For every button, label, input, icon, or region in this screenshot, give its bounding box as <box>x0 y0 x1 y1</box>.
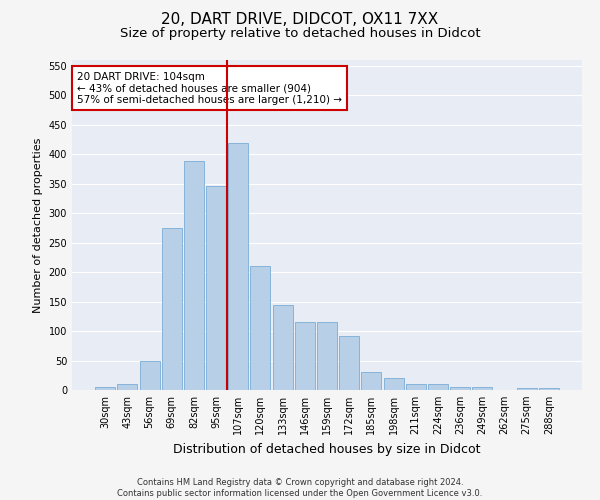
Bar <box>184 162 204 390</box>
Bar <box>339 336 359 390</box>
Bar <box>539 388 559 390</box>
Bar <box>317 322 337 390</box>
Bar <box>95 387 115 390</box>
X-axis label: Distribution of detached houses by size in Didcot: Distribution of detached houses by size … <box>173 442 481 456</box>
Text: 20, DART DRIVE, DIDCOT, OX11 7XX: 20, DART DRIVE, DIDCOT, OX11 7XX <box>161 12 439 28</box>
Bar <box>517 388 536 390</box>
Bar <box>272 305 293 390</box>
Bar <box>228 142 248 390</box>
Bar <box>406 384 426 390</box>
Bar <box>118 384 137 390</box>
Bar <box>140 361 160 390</box>
Bar <box>472 387 492 390</box>
Bar <box>361 372 382 390</box>
Bar <box>206 186 226 390</box>
Bar <box>250 266 271 390</box>
Bar <box>428 384 448 390</box>
Text: Contains HM Land Registry data © Crown copyright and database right 2024.
Contai: Contains HM Land Registry data © Crown c… <box>118 478 482 498</box>
Text: 20 DART DRIVE: 104sqm
← 43% of detached houses are smaller (904)
57% of semi-det: 20 DART DRIVE: 104sqm ← 43% of detached … <box>77 72 342 105</box>
Bar <box>383 378 404 390</box>
Text: Size of property relative to detached houses in Didcot: Size of property relative to detached ho… <box>119 28 481 40</box>
Bar <box>450 387 470 390</box>
Y-axis label: Number of detached properties: Number of detached properties <box>33 138 43 312</box>
Bar <box>295 322 315 390</box>
Bar <box>162 228 182 390</box>
